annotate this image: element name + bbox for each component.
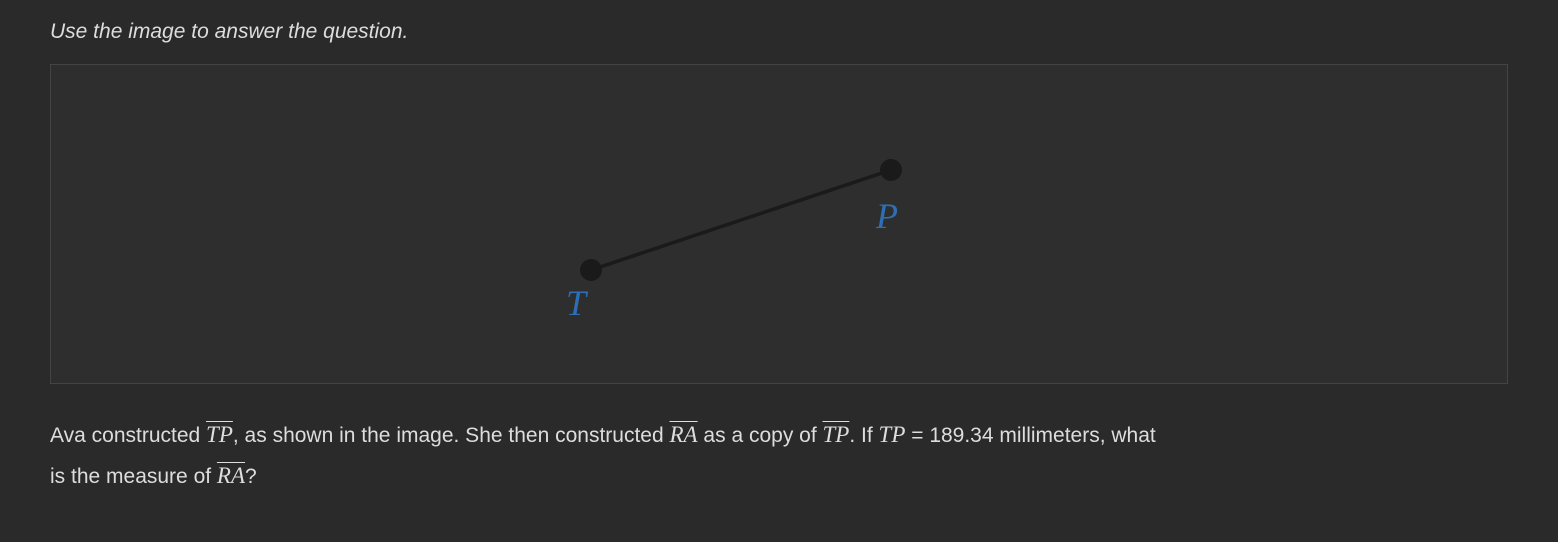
q-part1: Ava constructed [50,424,206,447]
q-value: 189.34 [929,424,993,447]
q-part3: as a copy of [698,424,823,447]
q-part4: . If [849,424,878,447]
var-tp: TP [879,422,906,447]
segment-tp-1: TP [206,422,233,447]
label-t: T [566,283,589,323]
line-segment-diagram: T P [511,110,961,350]
point-p [880,159,902,181]
q-part6: ? [245,465,257,488]
segment-line [591,170,891,270]
q-part5: is the measure of [50,465,217,488]
q-equals: = [905,424,929,447]
instruction-text: Use the image to answer the question. [50,20,1508,44]
diagram-container: T P [50,64,1508,384]
q-part2: , as shown in the image. She then constr… [233,424,670,447]
segment-ra-2: RA [217,463,245,488]
question-text: Ava constructed TP, as shown in the imag… [50,414,1508,497]
point-t [580,259,602,281]
segment-ra-1: RA [669,422,697,447]
q-unit: millimeters, what [994,424,1156,447]
segment-tp-2: TP [823,422,850,447]
label-p: P [875,196,898,236]
